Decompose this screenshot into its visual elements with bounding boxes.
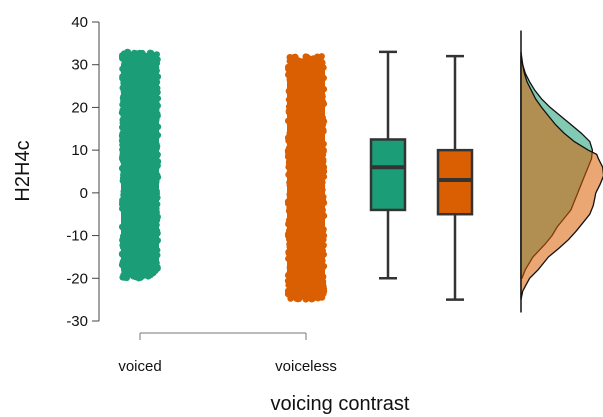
y-axis-title: H2H4c — [12, 140, 34, 201]
data-point — [314, 295, 322, 302]
data-point — [134, 273, 141, 280]
y-tick-label: 40 — [71, 14, 88, 31]
jitter-points — [118, 48, 328, 303]
box — [369, 138, 407, 212]
box — [436, 148, 474, 216]
data-point — [132, 54, 140, 61]
y-tick-label: 30 — [71, 57, 88, 74]
data-point — [295, 295, 303, 302]
points-voiceless — [284, 53, 328, 303]
data-point — [121, 274, 128, 281]
y-tick-label: 20 — [71, 99, 88, 116]
y-tick-label: 10 — [71, 142, 88, 159]
points-voiced — [118, 48, 162, 282]
data-point — [307, 294, 314, 301]
boxplot-voiceless — [436, 54, 474, 301]
y-axis: -30 -20 -10 0 10 20 30 40 — [66, 14, 100, 330]
data-point — [289, 57, 297, 64]
data-point — [124, 48, 131, 56]
y-tick-label: -10 — [66, 228, 88, 245]
x-tick-label: voiced — [118, 358, 161, 375]
x-tick-label: voiceless — [275, 358, 337, 375]
density-plot — [520, 30, 603, 313]
y-tick-label: -30 — [66, 313, 88, 330]
point-strip — [287, 64, 325, 296]
x-axis-title: voicing contrast — [271, 393, 410, 415]
x-axis: voiced voiceless — [118, 332, 337, 375]
data-point — [301, 57, 308, 64]
data-point — [310, 57, 318, 64]
y-tick-label: -20 — [66, 270, 88, 287]
point-strip — [121, 60, 159, 275]
boxplot-voiced — [369, 50, 407, 280]
y-tick-label: 0 — [80, 185, 88, 202]
boxplots — [369, 50, 474, 301]
data-point — [145, 53, 153, 60]
